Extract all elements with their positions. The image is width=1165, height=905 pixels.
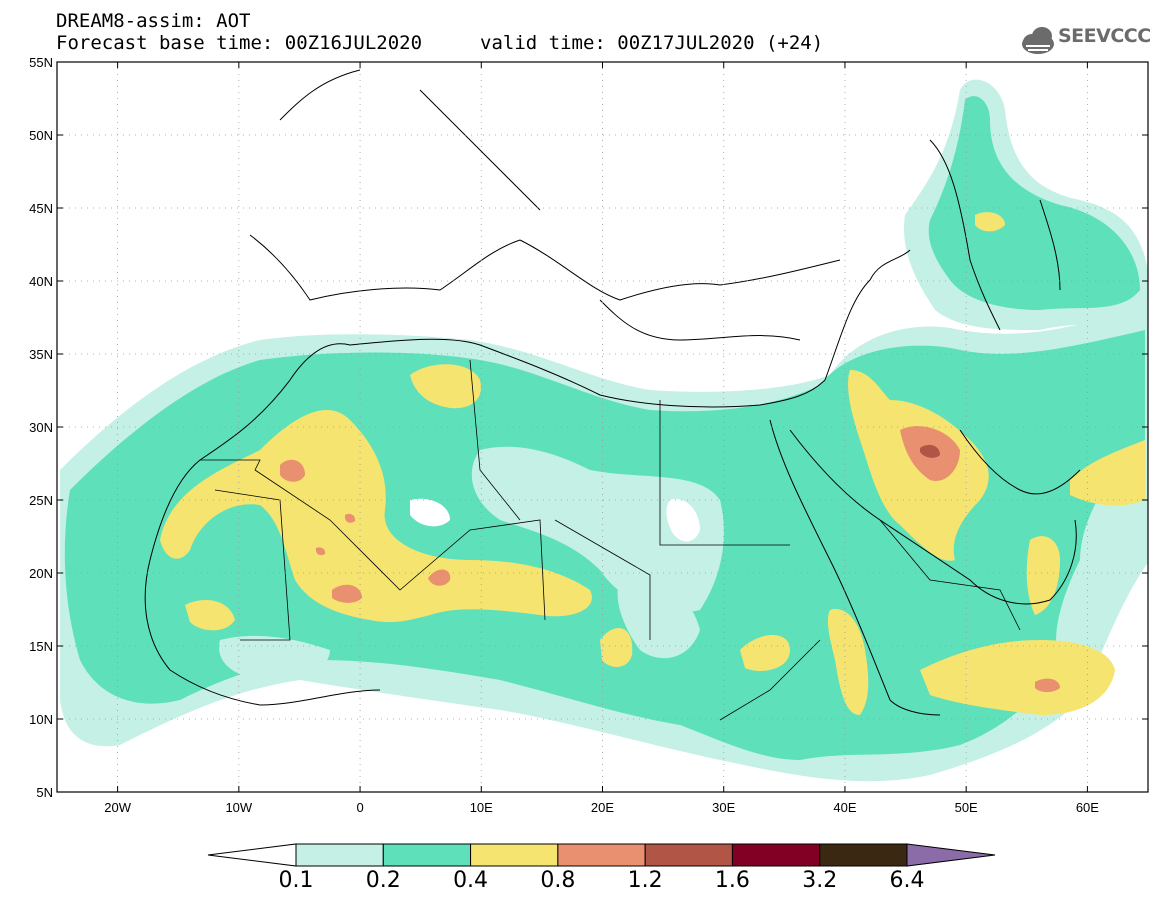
longitude-labels: 20W 10W 0 10E 20E 30E 40E 50E 60E (104, 800, 1099, 815)
lat-label: 30N (29, 420, 53, 435)
chart-title: DREAM8-assim: AOT (56, 10, 251, 32)
colorbar-label: 0.4 (453, 868, 489, 893)
colorbar-label: 0.2 (365, 868, 401, 893)
aot-region-very-low-central-2 (617, 577, 700, 659)
aot-region-very-low-westafrica (219, 635, 330, 680)
lon-label: 40E (833, 800, 856, 815)
aot-region-moderate-oman (1026, 536, 1060, 615)
colorbar-segment (557, 843, 646, 867)
lat-label: 40N (29, 274, 53, 289)
lat-label: 15N (29, 639, 53, 654)
aot-region-moderate-pakistan (1070, 440, 1145, 506)
lat-label: 20N (29, 566, 53, 581)
aot-region-high-dot-2 (315, 547, 326, 556)
lat-label: 55N (29, 55, 53, 70)
axis-ticks (57, 61, 1148, 793)
colorbar (207, 843, 996, 867)
coastlines (144, 69, 1081, 716)
lat-label: 5N (36, 785, 53, 800)
colorbar-segment (295, 843, 384, 867)
colorbar-label: 0.1 (278, 868, 314, 893)
aot-region-moderate-redsea (827, 609, 869, 715)
colorbar-label: 6.4 (889, 868, 925, 893)
lat-label: 45N (29, 201, 53, 216)
lat-label: 50N (29, 128, 53, 143)
colorbar-label: 3.2 (802, 868, 838, 893)
logo-text: SEEVCCC (1058, 25, 1151, 47)
aot-region-low-caspian (928, 96, 1140, 310)
cloud-icon (1022, 27, 1054, 54)
aot-region-high-yemen (1035, 678, 1060, 693)
country-borders (200, 359, 1021, 721)
lon-label: 60E (1076, 800, 1099, 815)
lon-label: 50E (955, 800, 978, 815)
aot-region-moderate-sudan (740, 635, 790, 671)
colorbar-segment (819, 843, 908, 867)
aot-region-moderate-sahara (160, 410, 592, 623)
lon-label: 20E (591, 800, 614, 815)
aot-region-very-high-iraq (920, 444, 940, 458)
aot-region-clear-central (666, 499, 700, 542)
aot-region-moderate-morocco (410, 364, 481, 409)
aot-region-high-dot-1 (344, 513, 356, 523)
aot-region-high-sahara-2 (332, 584, 362, 603)
colorbar-segment (382, 843, 472, 867)
colorbar-max-arrow (906, 843, 996, 867)
colorbar-label: 0.8 (540, 868, 576, 893)
colorbar-min-arrow (207, 843, 297, 867)
aot-field (60, 79, 1148, 782)
latitude-labels: 55N 50N 45N 40N 35N 30N 25N 20N 15N 10N 5N (29, 55, 53, 800)
forecast-base-time: Forecast base time: 00Z16JUL2020 (56, 32, 423, 54)
colorbar-segment (470, 843, 559, 867)
aot-region-moderate-mauritania (185, 600, 235, 631)
colorbar-label: 1.6 (714, 868, 750, 893)
aot-region-moderate-yemen (920, 640, 1115, 715)
lon-label: 20W (104, 800, 131, 815)
lon-label: 30E (712, 800, 735, 815)
aot-region-very-low-central (471, 446, 724, 613)
colorbar-label: 1.2 (627, 868, 663, 893)
valid-time: valid time: 00Z17JUL2020 (+24) (480, 32, 824, 54)
lat-label: 25N (29, 493, 53, 508)
lon-label: 0 (356, 800, 363, 815)
lat-label: 35N (29, 347, 53, 362)
aot-region-high-niger (428, 569, 451, 586)
aot-region-clear-west (410, 498, 450, 527)
colorbar-segment (731, 843, 821, 867)
aot-region-moderate-caspian (975, 212, 1005, 232)
lon-label: 10W (225, 800, 252, 815)
colorbar-segment (644, 843, 733, 867)
aot-region-moderate-chad (600, 628, 633, 667)
aot-region-high-sahara-1 (280, 459, 305, 482)
lat-label: 10N (29, 712, 53, 727)
lon-label: 10E (470, 800, 493, 815)
